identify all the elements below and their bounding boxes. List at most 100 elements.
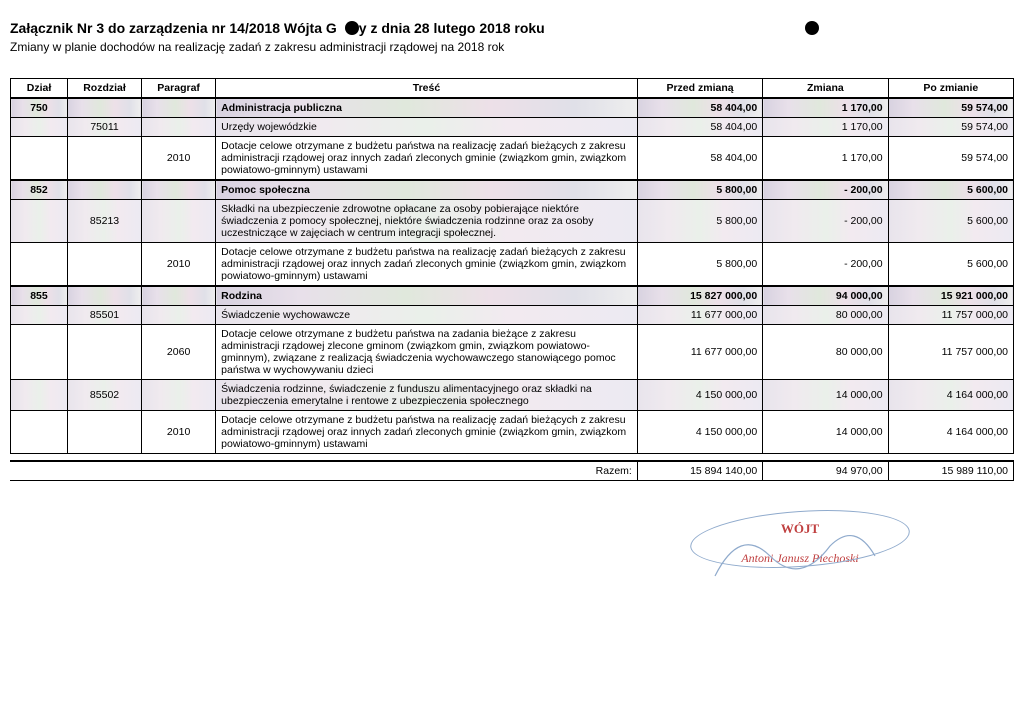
cell-po: 5 600,00 — [888, 200, 1013, 243]
cell-tresc: Urzędy wojewódzkie — [216, 118, 638, 137]
cell-po: 15 921 000,00 — [888, 286, 1013, 306]
col-rozdzial: Rozdział — [67, 79, 141, 99]
cell-zmiana: 80 000,00 — [763, 325, 888, 380]
cell-rozdzial: 85213 — [67, 200, 141, 243]
total-label: Razem: — [11, 461, 638, 481]
cell-tresc: Świadczenie wychowawcze — [216, 306, 638, 325]
cell-tresc: Dotacje celowe otrzymane z budżetu państ… — [216, 243, 638, 287]
cell-rozdzial — [67, 98, 141, 118]
cell-zmiana: - 200,00 — [763, 243, 888, 287]
cell-rozdzial — [67, 137, 141, 181]
cell-zmiana: 1 170,00 — [763, 118, 888, 137]
cell-rozdzial — [67, 243, 141, 287]
table-row: 75011 Urzędy wojewódzkie58 404,001 170,00… — [11, 118, 1014, 137]
cell-tresc: Rodzina — [216, 286, 638, 306]
cell-paragraf: 2010 — [142, 411, 216, 454]
table-body: 750Administracja publiczna58 404,001 170… — [11, 98, 1014, 454]
table-row: 85502 Świadczenia rodzinne, świadczenie z… — [11, 380, 1014, 411]
cell-przed: 11 677 000,00 — [637, 306, 762, 325]
cell-przed: 15 827 000,00 — [637, 286, 762, 306]
total-po: 15 989 110,00 — [888, 461, 1013, 481]
cell-rozdzial: 85502 — [67, 380, 141, 411]
cell-dzial — [11, 137, 68, 181]
cell-paragraf — [142, 180, 216, 200]
col-paragraf: Paragraf — [142, 79, 216, 99]
cell-paragraf — [142, 306, 216, 325]
cell-paragraf — [142, 286, 216, 306]
cell-po: 5 600,00 — [888, 180, 1013, 200]
cell-paragraf — [142, 98, 216, 118]
table-row: 2010Dotacje celowe otrzymane z budżetu p… — [11, 411, 1014, 454]
cell-paragraf: 2010 — [142, 137, 216, 181]
cell-dzial — [11, 243, 68, 287]
doc-title-part1: Załącznik Nr 3 do zarządzenia nr 14/2018… — [10, 20, 337, 36]
cell-przed: 58 404,00 — [637, 98, 762, 118]
cell-paragraf — [142, 380, 216, 411]
cell-zmiana: 14 000,00 — [763, 380, 888, 411]
cell-po: 59 574,00 — [888, 118, 1013, 137]
cell-dzial — [11, 200, 68, 243]
total-row: Razem: 15 894 140,00 94 970,00 15 989 11… — [11, 461, 1014, 481]
table-row: 855Rodzina15 827 000,0094 000,0015 921 0… — [11, 286, 1014, 306]
doc-title-part2: y z dnia 28 lutego 2018 roku — [359, 20, 545, 36]
cell-zmiana: 14 000,00 — [763, 411, 888, 454]
doc-subtitle: Zmiany w planie dochodów na realizację z… — [10, 40, 1014, 54]
cell-dzial — [11, 325, 68, 380]
cell-dzial: 852 — [11, 180, 68, 200]
cell-tresc: Dotacje celowe otrzymane z budżetu państ… — [216, 325, 638, 380]
cell-rozdzial — [67, 286, 141, 306]
cell-tresc: Dotacje celowe otrzymane z budżetu państ… — [216, 137, 638, 181]
budget-table: Dział Rozdział Paragraf Treść Przed zmia… — [10, 78, 1014, 454]
cell-paragraf — [142, 200, 216, 243]
cell-po: 5 600,00 — [888, 243, 1013, 287]
cell-po: 4 164 000,00 — [888, 380, 1013, 411]
cell-po: 11 757 000,00 — [888, 306, 1013, 325]
cell-przed: 5 800,00 — [637, 180, 762, 200]
signature-name: Antoni Janusz Piechoski — [670, 551, 930, 566]
cell-przed: 58 404,00 — [637, 118, 762, 137]
cell-tresc: Świadczenia rodzinne, świadczenie z fund… — [216, 380, 638, 411]
signature-role: WÓJT — [670, 521, 930, 537]
table-row: 2010Dotacje celowe otrzymane z budżetu p… — [11, 137, 1014, 181]
cell-rozdzial — [67, 411, 141, 454]
total-zmiana: 94 970,00 — [763, 461, 888, 481]
cell-tresc: Składki na ubezpieczenie zdrowotne opłac… — [216, 200, 638, 243]
cell-rozdzial: 75011 — [67, 118, 141, 137]
cell-rozdzial — [67, 180, 141, 200]
cell-rozdzial: 85501 — [67, 306, 141, 325]
col-tresc: Treść — [216, 79, 638, 99]
redaction-dot-2 — [805, 21, 819, 35]
cell-dzial — [11, 380, 68, 411]
cell-zmiana: - 200,00 — [763, 180, 888, 200]
table-row: 85213 Składki na ubezpieczenie zdrowotne … — [11, 200, 1014, 243]
cell-dzial — [11, 411, 68, 454]
cell-po: 11 757 000,00 — [888, 325, 1013, 380]
redaction-dot-1 — [345, 21, 359, 35]
signature-block: WÓJT Antoni Janusz Piechoski — [670, 521, 930, 566]
table-row: 750 Administracja publiczna58 404,001 170… — [11, 98, 1014, 118]
col-po: Po zmianie — [888, 79, 1013, 99]
cell-dzial — [11, 306, 68, 325]
cell-dzial: 750 — [11, 98, 68, 118]
table-row: 2060Dotacje celowe otrzymane z budżetu p… — [11, 325, 1014, 380]
total-table: Razem: 15 894 140,00 94 970,00 15 989 11… — [10, 460, 1014, 481]
cell-paragraf: 2010 — [142, 243, 216, 287]
cell-przed: 58 404,00 — [637, 137, 762, 181]
table-row: 85501 Świadczenie wychowawcze11 677 000,0… — [11, 306, 1014, 325]
cell-tresc: Administracja publiczna — [216, 98, 638, 118]
cell-zmiana: 94 000,00 — [763, 286, 888, 306]
cell-po: 59 574,00 — [888, 98, 1013, 118]
cell-paragraf — [142, 118, 216, 137]
cell-tresc: Dotacje celowe otrzymane z budżetu państ… — [216, 411, 638, 454]
table-header-row: Dział Rozdział Paragraf Treść Przed zmia… — [11, 79, 1014, 99]
cell-przed: 11 677 000,00 — [637, 325, 762, 380]
cell-zmiana: - 200,00 — [763, 200, 888, 243]
cell-rozdzial — [67, 325, 141, 380]
cell-dzial — [11, 118, 68, 137]
cell-paragraf: 2060 — [142, 325, 216, 380]
cell-przed: 5 800,00 — [637, 200, 762, 243]
cell-przed: 4 150 000,00 — [637, 380, 762, 411]
table-row: 2010Dotacje celowe otrzymane z budżetu p… — [11, 243, 1014, 287]
cell-zmiana: 1 170,00 — [763, 98, 888, 118]
table-row: 852Pomoc społeczna5 800,00- 200,005 600,… — [11, 180, 1014, 200]
